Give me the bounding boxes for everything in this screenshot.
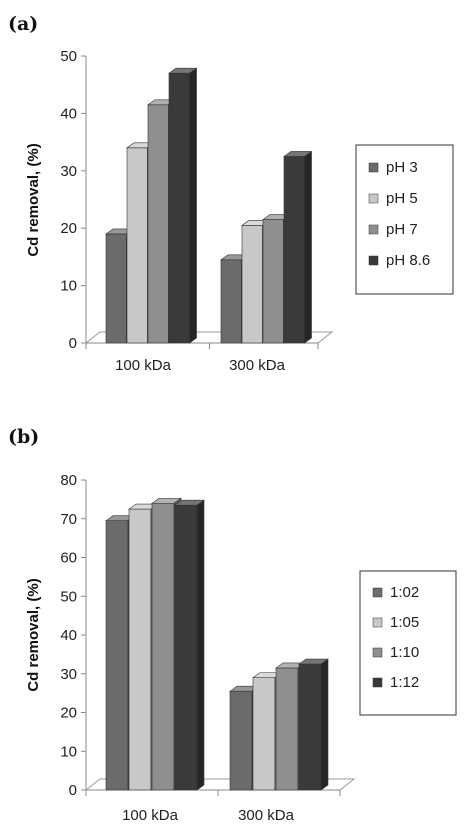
bar	[168, 67, 198, 344]
bar-top	[174, 499, 205, 506]
y-tick-label: 40	[60, 105, 77, 122]
panel-label: (b)	[8, 426, 39, 448]
bar-front	[283, 156, 305, 344]
y-tick-label: 40	[60, 627, 77, 644]
y-tick-label: 80	[60, 472, 77, 489]
legend-item-label: pH 3	[386, 159, 418, 176]
panel-label: (a)	[8, 13, 38, 35]
bar-top	[151, 497, 182, 504]
y-tick-label: 0	[69, 782, 77, 799]
bar-front	[262, 219, 284, 344]
bar-side	[196, 499, 205, 791]
legend: pH 3 pH 5 pH 7 pH 8.6	[355, 144, 454, 295]
legend-item-label: 1:02	[390, 584, 419, 601]
bar-front	[275, 667, 299, 791]
legend-swatch	[372, 647, 383, 658]
y-tick-label: 10	[60, 278, 77, 295]
y-tick-label: 20	[60, 220, 77, 237]
legend-item-label: 1:05	[390, 614, 419, 631]
legend-swatch	[368, 193, 379, 204]
y-tick-label: 30	[60, 163, 77, 180]
bar-top	[298, 658, 329, 665]
legend-item-label: pH 8.6	[386, 252, 430, 269]
y-tick-label: 10	[60, 743, 77, 760]
chart-a: (a) 0 10 20 30 40 50 100 kDa 300 kDa Cd removal, …	[8, 13, 454, 374]
chart-b: (b) 0 10 20 30 40 50 60 70 80 100 kDa 300 kDa Cd rem…	[8, 426, 457, 824]
x-category-label: 100 kDa	[122, 807, 179, 824]
bar-front	[147, 104, 169, 344]
legend-swatch	[372, 677, 383, 688]
legend-item-label: 1:10	[390, 644, 419, 661]
bar-front	[174, 504, 198, 791]
legend-item-label: 1:12	[390, 674, 419, 691]
bar-side	[189, 67, 197, 344]
legend-swatch	[368, 224, 379, 235]
x-category-label: 300 kDa	[229, 357, 286, 374]
x-category-label: 100 kDa	[115, 357, 172, 374]
y-tick-label: 50	[60, 48, 77, 65]
bar-front	[105, 520, 129, 791]
y-tick-label: 0	[69, 335, 77, 352]
bar	[298, 658, 329, 791]
bar-front	[241, 225, 263, 344]
legend-swatch	[368, 162, 379, 173]
bar-front	[220, 259, 242, 344]
bar-front	[252, 677, 276, 791]
bar-top	[283, 151, 313, 157]
bar-front	[105, 233, 127, 344]
legend-item-label: pH 5	[386, 190, 418, 207]
bar-front	[229, 690, 253, 791]
y-axis-label: Cd removal, (%)	[25, 578, 42, 691]
legend: 1:02 1:05 1:10 1:12	[359, 570, 457, 716]
legend-swatch	[372, 617, 383, 628]
legend-swatch	[368, 255, 379, 266]
y-tick-label: 60	[60, 550, 77, 567]
bar-top	[168, 67, 198, 74]
y-tick-label: 50	[60, 588, 77, 605]
bar-front	[128, 508, 152, 791]
y-tick-label: 20	[60, 705, 77, 722]
legend-swatch	[372, 587, 383, 598]
bar-front	[298, 663, 322, 791]
y-tick-label: 30	[60, 666, 77, 683]
x-category-label: 300 kDa	[238, 807, 295, 824]
bar-side	[320, 658, 329, 791]
bar	[283, 150, 313, 344]
y-tick-label: 70	[60, 511, 77, 528]
bar-front	[168, 72, 190, 344]
bar	[174, 499, 205, 791]
bar-front	[126, 147, 148, 344]
legend-item-label: pH 7	[386, 221, 418, 238]
bar-front	[151, 502, 175, 791]
y-axis-label: Cd removal, (%)	[25, 143, 42, 256]
bar-side	[304, 150, 312, 344]
